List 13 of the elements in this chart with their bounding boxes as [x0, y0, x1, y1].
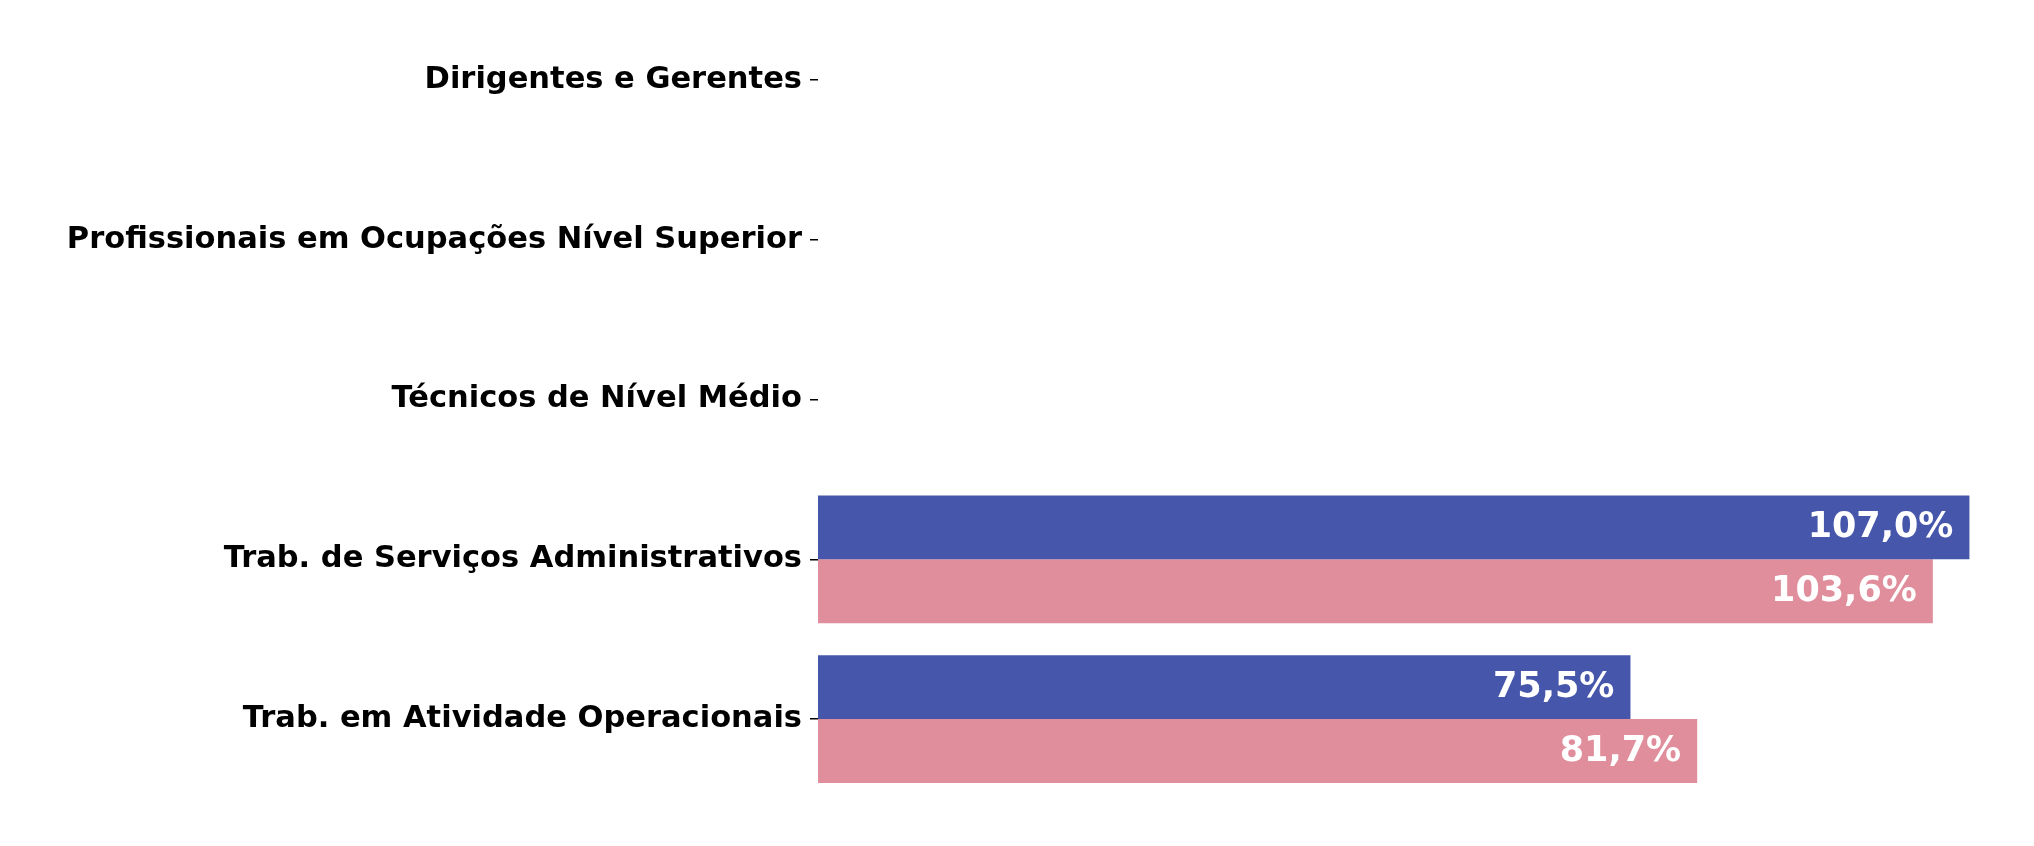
y-tick-label: Trab. de Serviços Administrativos: [223, 539, 802, 575]
data-label: 75,5%: [1493, 665, 1615, 706]
bar: [818, 559, 1933, 624]
y-tick-label: Profissionais em Ocupações Nível Superior: [66, 219, 802, 255]
y-tick-label: Trab. em Atividade Operacionais: [242, 699, 802, 735]
y-tick-label: Técnicos de Nível Médio: [391, 379, 802, 415]
data-label: 103,6%: [1771, 569, 1917, 610]
bar: [818, 495, 1970, 560]
bar: [818, 655, 1631, 720]
y-tick-label: Dirigentes e Gerentes: [424, 59, 802, 95]
data-label: 81,7%: [1559, 729, 1682, 770]
bar: [818, 719, 1698, 784]
data-label: 107,0%: [1807, 505, 1954, 546]
